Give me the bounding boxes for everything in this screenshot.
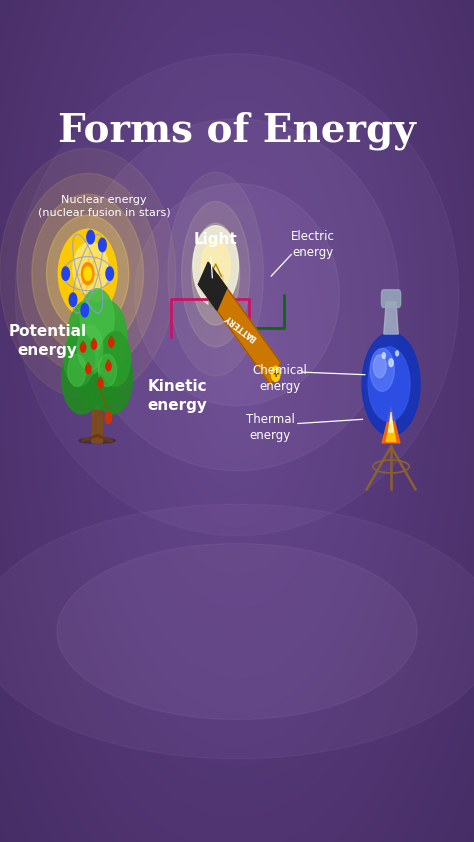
Ellipse shape xyxy=(168,173,264,376)
FancyBboxPatch shape xyxy=(209,287,223,300)
Circle shape xyxy=(81,303,89,317)
Circle shape xyxy=(110,337,112,339)
Ellipse shape xyxy=(17,173,158,374)
Circle shape xyxy=(105,412,112,424)
Ellipse shape xyxy=(57,544,417,719)
Ellipse shape xyxy=(182,201,250,347)
Circle shape xyxy=(68,354,86,386)
Polygon shape xyxy=(389,412,393,432)
Polygon shape xyxy=(386,418,396,441)
Circle shape xyxy=(100,377,101,380)
Circle shape xyxy=(106,361,111,370)
Circle shape xyxy=(84,267,91,280)
Circle shape xyxy=(193,226,238,306)
Circle shape xyxy=(106,267,113,280)
Text: Potential
energy: Potential energy xyxy=(9,324,86,358)
Circle shape xyxy=(374,354,386,378)
Circle shape xyxy=(81,343,86,352)
Ellipse shape xyxy=(0,504,474,759)
Text: Chemical
energy: Chemical energy xyxy=(252,365,307,393)
Circle shape xyxy=(109,338,114,347)
Circle shape xyxy=(93,338,95,341)
Circle shape xyxy=(88,363,89,365)
Circle shape xyxy=(87,231,94,244)
FancyBboxPatch shape xyxy=(382,290,401,307)
Ellipse shape xyxy=(46,216,129,332)
Ellipse shape xyxy=(79,438,115,444)
Circle shape xyxy=(62,267,69,280)
Circle shape xyxy=(370,349,394,392)
Circle shape xyxy=(82,263,94,285)
Polygon shape xyxy=(208,275,281,385)
Circle shape xyxy=(389,359,393,366)
Ellipse shape xyxy=(73,242,108,295)
Circle shape xyxy=(86,365,91,374)
Ellipse shape xyxy=(32,195,144,353)
Circle shape xyxy=(82,341,84,344)
Text: Kinetic
energy: Kinetic energy xyxy=(148,379,208,413)
Ellipse shape xyxy=(75,119,399,471)
Circle shape xyxy=(85,301,127,375)
Circle shape xyxy=(271,366,280,381)
Ellipse shape xyxy=(135,184,339,406)
Polygon shape xyxy=(198,262,227,311)
Circle shape xyxy=(69,309,125,409)
Circle shape xyxy=(67,301,109,375)
Circle shape xyxy=(100,332,131,386)
Circle shape xyxy=(80,289,114,349)
Circle shape xyxy=(99,238,106,252)
Circle shape xyxy=(108,360,109,363)
Text: Forms of Energy: Forms of Energy xyxy=(58,111,416,150)
Circle shape xyxy=(396,351,399,356)
Text: +: + xyxy=(272,369,280,379)
Text: Light: Light xyxy=(194,232,237,248)
Circle shape xyxy=(77,325,103,370)
Ellipse shape xyxy=(192,223,239,325)
Text: Thermal
energy: Thermal energy xyxy=(246,413,295,442)
FancyBboxPatch shape xyxy=(209,294,222,306)
Text: Nuclear energy
(nuclear fusion in stars): Nuclear energy (nuclear fusion in stars) xyxy=(38,195,171,217)
Circle shape xyxy=(98,379,103,388)
Ellipse shape xyxy=(58,229,117,318)
Circle shape xyxy=(201,240,230,292)
Circle shape xyxy=(92,343,133,414)
FancyBboxPatch shape xyxy=(91,382,102,443)
Circle shape xyxy=(382,353,385,359)
Text: BATTERY: BATTERY xyxy=(223,312,259,343)
Circle shape xyxy=(62,343,102,414)
Polygon shape xyxy=(384,301,398,334)
Circle shape xyxy=(99,354,117,386)
Circle shape xyxy=(64,332,94,386)
Circle shape xyxy=(91,340,97,349)
Circle shape xyxy=(368,347,410,421)
FancyBboxPatch shape xyxy=(208,274,223,290)
Circle shape xyxy=(69,293,77,306)
Polygon shape xyxy=(382,407,400,443)
Ellipse shape xyxy=(0,148,176,399)
Ellipse shape xyxy=(15,54,459,536)
Circle shape xyxy=(362,333,420,435)
Text: Electric
energy: Electric energy xyxy=(291,230,335,258)
